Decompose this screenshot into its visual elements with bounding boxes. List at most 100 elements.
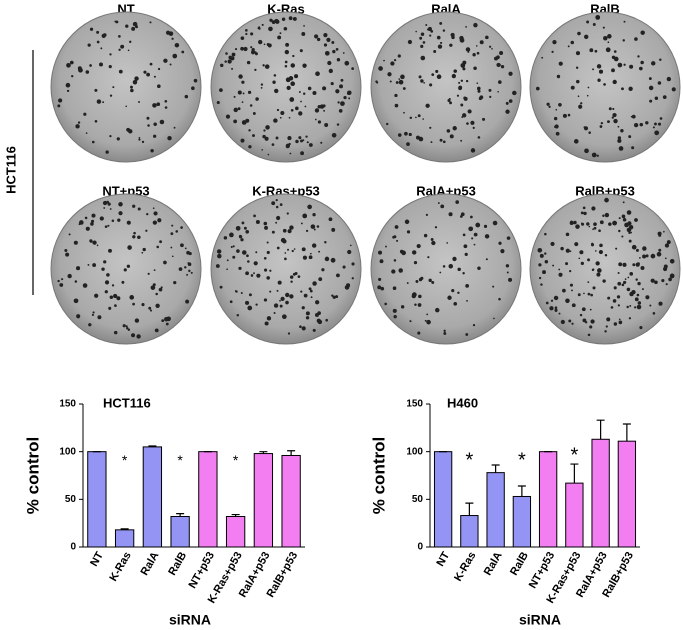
colony	[272, 80, 276, 84]
colony	[462, 113, 467, 118]
colony	[138, 136, 141, 139]
colony	[476, 82, 479, 84]
colony	[282, 228, 287, 233]
colony	[78, 223, 81, 226]
colony	[612, 107, 615, 111]
colony	[477, 266, 481, 271]
colony	[65, 252, 70, 257]
colony	[560, 246, 564, 251]
colony	[288, 142, 291, 146]
colony	[294, 74, 299, 79]
colony	[599, 220, 604, 225]
colony	[508, 277, 513, 282]
colony	[505, 264, 510, 268]
colony	[626, 210, 632, 215]
colony	[440, 41, 443, 45]
plate	[50, 11, 202, 163]
colony	[112, 293, 118, 299]
colony	[351, 67, 355, 71]
bar	[170, 515, 190, 548]
colony	[616, 295, 621, 299]
colony	[117, 218, 121, 222]
colony	[610, 306, 614, 309]
colony	[485, 258, 488, 261]
colony	[422, 41, 426, 44]
colony	[466, 299, 468, 302]
colony	[131, 26, 136, 31]
error-bar	[491, 464, 500, 473]
colony	[640, 266, 645, 271]
colony	[629, 64, 634, 69]
colony	[335, 89, 340, 94]
colony	[288, 16, 293, 21]
error-bar	[570, 463, 579, 484]
bar	[142, 446, 163, 548]
colony	[233, 95, 236, 98]
colony	[254, 51, 257, 54]
colony	[188, 269, 191, 273]
colony	[573, 139, 579, 144]
colony	[605, 325, 608, 328]
colony	[178, 267, 183, 271]
colony	[285, 292, 290, 298]
colony	[602, 26, 605, 29]
colony	[64, 248, 68, 252]
colony	[322, 86, 327, 91]
colony	[591, 206, 596, 211]
colony	[538, 276, 542, 280]
colony	[579, 250, 584, 255]
colony	[589, 325, 593, 329]
colony	[184, 266, 187, 269]
colony	[288, 76, 294, 81]
colony	[584, 321, 588, 324]
y-tick-label: 0	[70, 542, 76, 553]
colony	[398, 268, 403, 273]
plate-image	[529, 11, 681, 163]
colony	[394, 225, 399, 229]
colony	[583, 126, 586, 129]
colony	[238, 74, 243, 79]
colony	[435, 307, 440, 313]
colony	[187, 262, 190, 265]
y-tick-label: 150	[59, 399, 76, 410]
colony	[300, 139, 303, 143]
colony	[109, 295, 114, 300]
colony	[287, 332, 291, 335]
colony	[280, 111, 285, 116]
colony	[639, 257, 641, 259]
chart-title: H460	[447, 395, 478, 410]
colony	[608, 107, 612, 111]
colony	[335, 295, 339, 299]
colony	[323, 43, 328, 47]
colony	[583, 211, 587, 216]
colony	[337, 101, 340, 104]
colony	[73, 240, 78, 245]
colony	[59, 283, 64, 287]
colony	[654, 130, 660, 136]
colony	[550, 241, 555, 247]
bar	[433, 451, 453, 548]
colony	[627, 276, 630, 279]
colony	[279, 304, 283, 308]
colony	[588, 225, 591, 228]
colony	[491, 47, 493, 50]
plate-image	[210, 193, 362, 345]
colony	[465, 79, 469, 83]
error-bar	[596, 419, 605, 440]
colony	[496, 55, 500, 60]
colony	[266, 241, 269, 244]
colony	[152, 283, 156, 287]
colony	[420, 44, 424, 48]
x-tick-label: RalA	[139, 550, 162, 578]
colony	[92, 263, 97, 268]
bar	[512, 495, 532, 548]
colony	[430, 141, 433, 143]
x-tick-label: NT+p53	[187, 550, 217, 591]
colony	[193, 78, 198, 83]
colony	[134, 318, 140, 323]
colony	[570, 40, 575, 45]
colony	[602, 214, 605, 217]
plate-image	[50, 11, 202, 163]
colony	[587, 292, 591, 296]
colony	[654, 96, 659, 101]
